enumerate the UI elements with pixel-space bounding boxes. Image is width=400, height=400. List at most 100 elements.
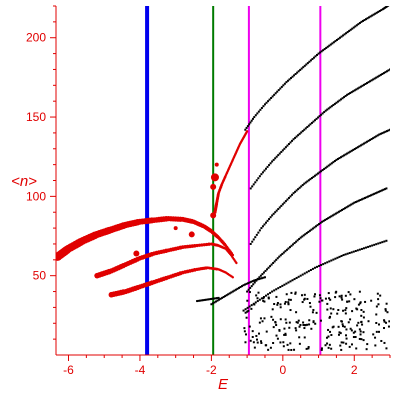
black-point	[313, 226, 316, 229]
black-point	[366, 343, 369, 346]
black-point	[209, 298, 212, 301]
black-point	[375, 313, 378, 316]
black-point	[282, 251, 285, 254]
black-point	[379, 190, 382, 193]
black-point	[302, 321, 305, 324]
black-point	[350, 343, 353, 346]
black-point	[213, 301, 216, 304]
black-point	[253, 116, 256, 119]
black-point	[297, 70, 300, 73]
black-point	[327, 346, 330, 349]
black-point	[352, 250, 355, 253]
black-point	[284, 300, 287, 303]
black-point	[263, 317, 266, 320]
black-point	[384, 308, 387, 311]
black-point	[356, 146, 359, 149]
black-point	[284, 333, 287, 336]
black-point	[315, 173, 318, 176]
black-point	[293, 278, 296, 281]
black-point	[286, 144, 289, 147]
black-point	[249, 339, 252, 342]
black-point	[317, 52, 320, 55]
black-point	[378, 9, 381, 12]
black-point	[267, 293, 270, 296]
black-point	[306, 323, 309, 326]
y-axis-title: <n>	[11, 173, 37, 190]
black-point	[324, 344, 327, 347]
black-point	[340, 254, 343, 257]
black-point	[257, 291, 260, 294]
black-point	[244, 311, 247, 314]
black-point	[273, 260, 276, 263]
black-point	[267, 296, 270, 299]
black-point	[338, 255, 341, 258]
black-point	[321, 169, 324, 172]
black-point	[298, 237, 301, 240]
black-point	[276, 303, 279, 306]
black-point	[260, 297, 263, 300]
black-point	[349, 28, 352, 31]
black-point	[248, 291, 251, 294]
black-point	[301, 184, 304, 187]
black-point	[246, 290, 249, 293]
black-point	[310, 121, 313, 124]
black-point	[319, 51, 322, 54]
black-point	[340, 296, 343, 299]
black-point	[375, 321, 378, 324]
black-point	[276, 337, 279, 340]
black-point	[301, 273, 304, 276]
black-point	[289, 309, 292, 312]
black-point	[290, 291, 293, 294]
black-point	[335, 101, 338, 104]
black-point	[339, 209, 342, 212]
black-point	[381, 132, 384, 135]
black-point	[350, 329, 353, 332]
black-point	[376, 75, 379, 78]
black-point	[305, 347, 308, 350]
black-point	[308, 319, 311, 322]
black-point	[354, 201, 357, 204]
black-point	[383, 341, 386, 344]
black-point	[319, 221, 322, 224]
black-point	[210, 303, 213, 306]
black-point	[342, 34, 345, 37]
black-point	[296, 71, 299, 74]
black-point	[272, 212, 275, 215]
black-point	[294, 327, 297, 330]
black-point	[349, 293, 352, 296]
black-point	[279, 306, 282, 309]
black-point	[256, 341, 259, 344]
black-point	[216, 299, 219, 302]
black-point	[348, 252, 351, 255]
black-point	[314, 322, 317, 325]
black-point	[372, 137, 375, 140]
black-point	[382, 188, 385, 191]
black-point	[374, 336, 377, 339]
black-point	[307, 270, 310, 273]
black-point	[285, 293, 288, 296]
black-point	[257, 177, 260, 180]
black-point	[274, 211, 277, 214]
black-point	[305, 271, 308, 274]
black-point	[357, 321, 360, 324]
black-point	[347, 151, 350, 154]
black-point	[363, 19, 366, 22]
black-point	[256, 300, 259, 303]
black-point	[386, 6, 389, 7]
black-point	[260, 173, 263, 176]
black-point	[359, 302, 362, 305]
black-point	[370, 138, 373, 141]
black-point	[295, 189, 298, 192]
black-point	[270, 315, 273, 318]
black-point	[304, 181, 307, 184]
black-point	[364, 141, 367, 144]
black-point	[355, 88, 358, 91]
black-point	[294, 136, 297, 139]
black-point	[258, 298, 261, 301]
black-point	[384, 309, 387, 312]
black-point	[372, 13, 375, 16]
black-point	[269, 291, 272, 294]
black-point	[361, 19, 364, 22]
black-point	[273, 93, 276, 96]
black-point	[330, 334, 333, 337]
